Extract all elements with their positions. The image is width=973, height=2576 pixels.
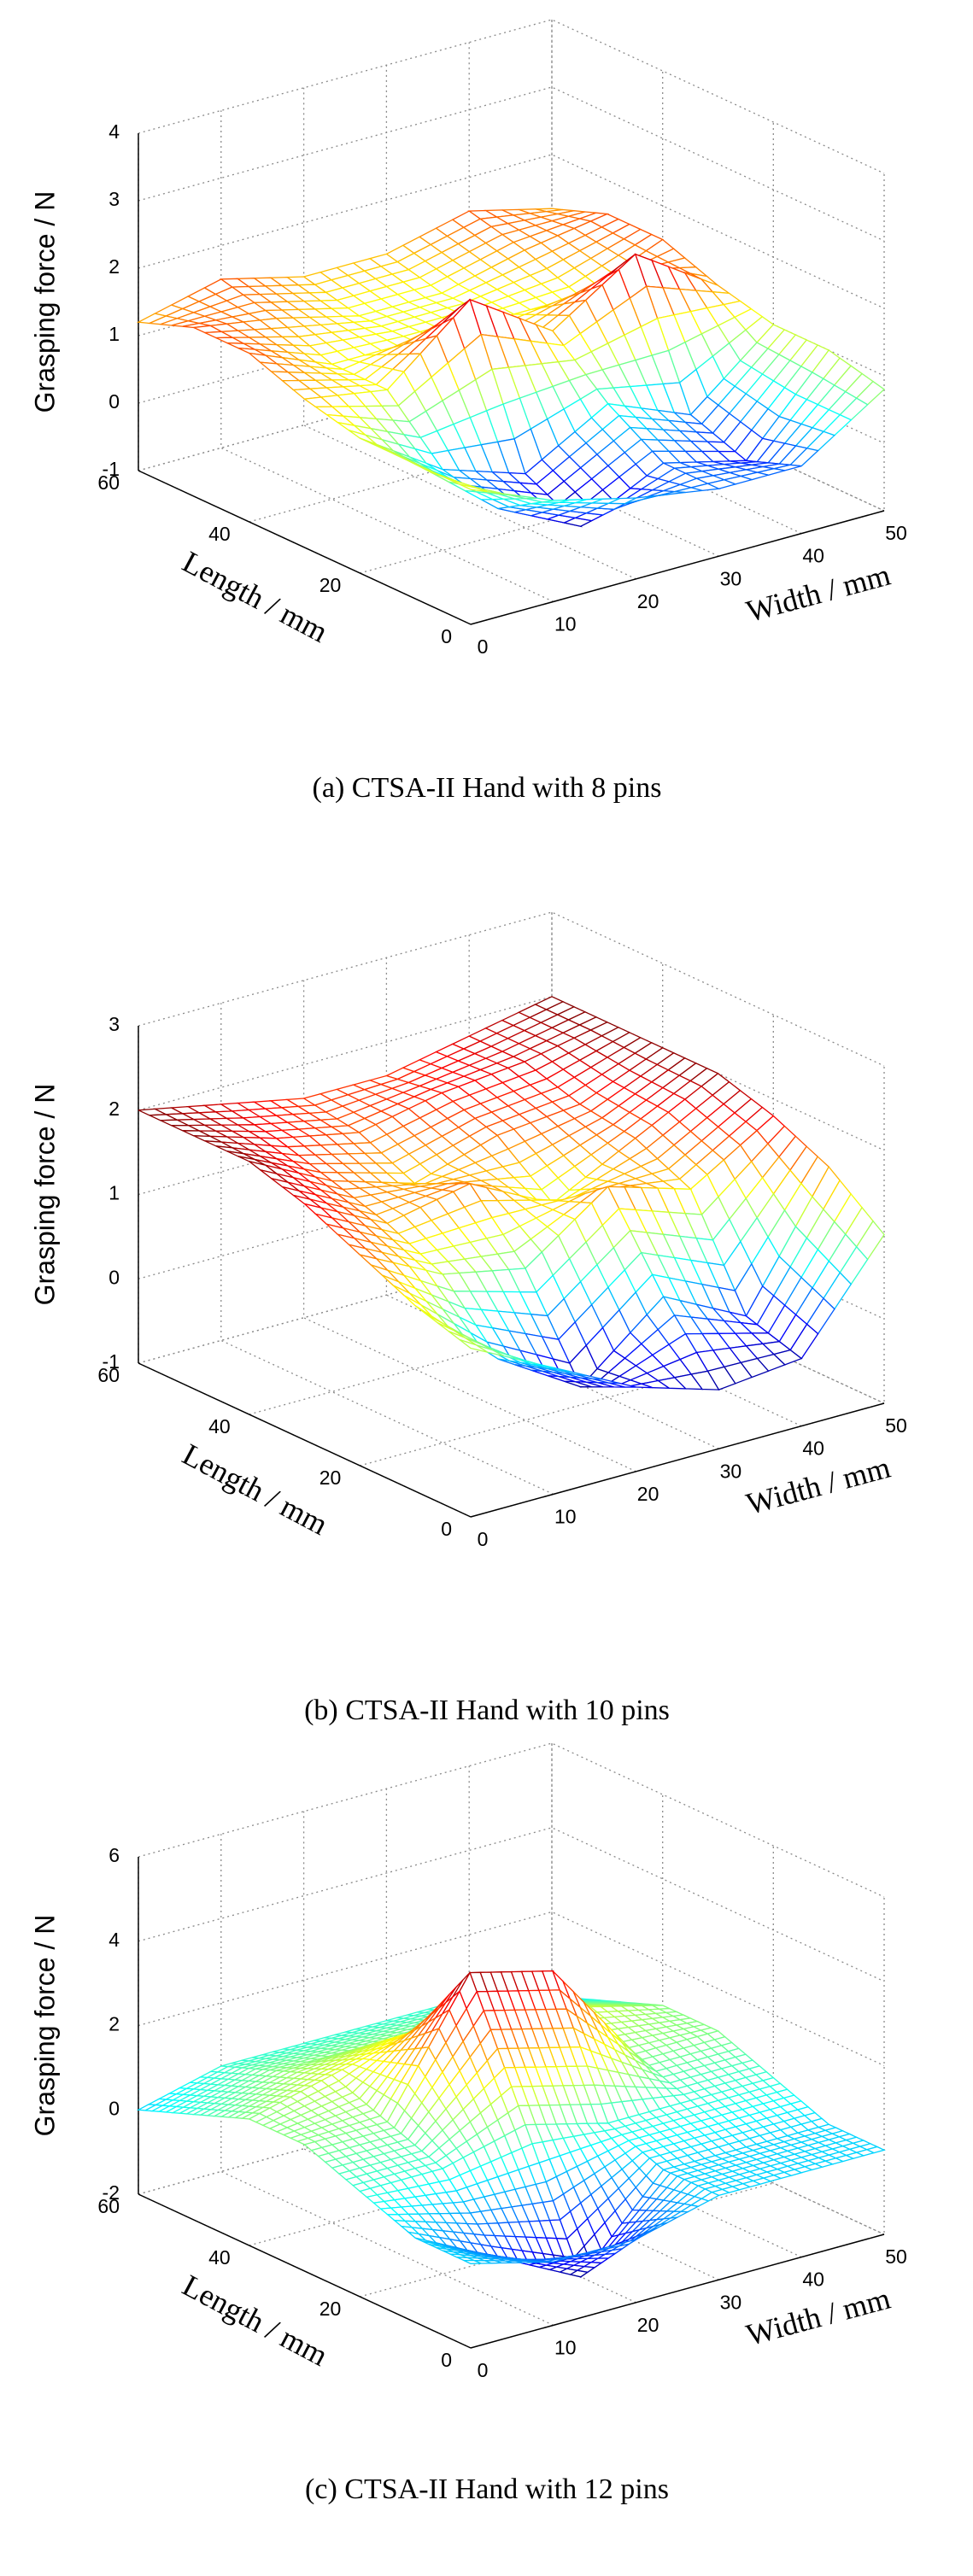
y-tick-label: 0	[441, 2349, 452, 2371]
surface-cell	[463, 2259, 482, 2264]
grid-line	[551, 1743, 885, 2235]
y-tick-label: 0	[441, 625, 452, 647]
z-tick-label: 4	[108, 120, 120, 143]
x-tick-label: 10	[554, 2336, 577, 2358]
z-axis-label: Grasping force / N	[29, 1915, 60, 2137]
z-tick-label: 2	[108, 255, 120, 278]
y-tick-label: 20	[319, 1467, 342, 1489]
grid-line	[468, 1765, 802, 2258]
y-axis	[138, 1362, 472, 1518]
x-axis-label: Width / mm	[742, 2281, 894, 2352]
grid-line	[302, 980, 636, 1472]
y-tick-label: 40	[208, 523, 231, 545]
grid-line	[138, 154, 885, 309]
x-tick-label: 20	[637, 590, 659, 612]
grid-line	[302, 87, 636, 580]
z-tick-label: -1	[103, 458, 120, 480]
grid-line	[302, 1811, 636, 2304]
x-tick-label: 40	[802, 545, 824, 567]
y-tick-label: 20	[319, 574, 342, 596]
y-tick-label: 40	[208, 2246, 231, 2269]
y-tick-label: 60	[97, 1364, 120, 1386]
x-tick-label: 40	[802, 1437, 824, 1460]
grid-line	[138, 19, 885, 174]
grid-line	[220, 110, 554, 602]
x-tick-label: 10	[554, 612, 577, 635]
x-tick-label: 0	[478, 635, 489, 658]
grid-line	[138, 996, 885, 1151]
x-tick-label: 10	[554, 1505, 577, 1527]
y-axis	[138, 2193, 472, 2349]
x-tick-label: 20	[637, 2314, 659, 2336]
y-tick-label: 60	[97, 2195, 120, 2217]
z-tick-label: 3	[108, 1013, 120, 1035]
caption: (a) CTSA-II Hand with 8 pins	[313, 772, 662, 804]
grid-line	[385, 65, 719, 557]
grid-line	[138, 1742, 885, 1898]
caption: (c) CTSA-II Hand with 12 pins	[305, 2474, 669, 2505]
y-tick-label: 0	[441, 1518, 452, 1540]
z-tick-label: 0	[108, 1266, 120, 1288]
x-tick-label: 50	[885, 2245, 907, 2268]
z-tick-label: 2	[108, 2013, 120, 2035]
z-tick-label: 6	[108, 1844, 120, 1866]
grid-line	[138, 86, 885, 242]
z-tick-label: -1	[103, 1350, 120, 1373]
y-tick-label: 60	[97, 471, 120, 494]
z-axis-label: Grasping force / N	[29, 191, 60, 413]
x-tick-label: 20	[637, 1483, 659, 1505]
x-axis	[470, 2234, 885, 2349]
z-tick-label: 4	[108, 1929, 120, 1951]
grid-line	[138, 2080, 885, 2235]
x-tick-label: 30	[720, 1460, 742, 1482]
grid-line	[385, 957, 719, 1449]
y-axis-label: Length / mm	[177, 544, 333, 649]
z-tick-label: 0	[108, 390, 120, 413]
y-tick-label: 20	[319, 2298, 342, 2320]
x-axis-label: Width / mm	[742, 558, 894, 629]
x-axis-label: Width / mm	[742, 1450, 894, 1521]
z-tick-label: 2	[108, 1098, 120, 1120]
z-axis-label: Grasping force / N	[29, 1084, 60, 1306]
grid-line	[468, 42, 802, 535]
x-tick-label: 50	[885, 522, 907, 544]
z-tick-label: 3	[108, 188, 120, 210]
surface-cell	[459, 1338, 488, 1353]
grid-line	[220, 1834, 554, 2326]
x-axis	[470, 510, 885, 625]
x-tick-label: 30	[720, 567, 742, 589]
z-tick-label: 0	[108, 2097, 120, 2119]
y-axis-label: Length / mm	[177, 1437, 333, 1542]
caption: (b) CTSA-II Hand with 10 pins	[304, 1695, 670, 1726]
x-tick-label: 30	[720, 2291, 742, 2313]
grid-line	[138, 1911, 885, 2067]
y-axis	[138, 470, 472, 625]
grid-line	[138, 911, 885, 1067]
grid-line	[385, 1789, 719, 2280]
x-tick-label: 0	[478, 2359, 489, 2381]
x-tick-label: 50	[885, 1414, 907, 1437]
z-tick-label: 1	[108, 1182, 120, 1204]
x-tick-label: 0	[478, 1528, 489, 1550]
z-tick-label: 1	[108, 323, 120, 345]
grid-line	[138, 1827, 885, 1982]
y-axis-label: Length / mm	[177, 2268, 333, 2373]
y-tick-label: 40	[208, 1415, 231, 1437]
x-tick-label: 40	[802, 2269, 824, 2291]
z-tick-label: -2	[103, 2181, 120, 2204]
surface-cell	[459, 483, 488, 493]
x-axis	[470, 1402, 885, 1518]
grid-line	[551, 20, 885, 512]
